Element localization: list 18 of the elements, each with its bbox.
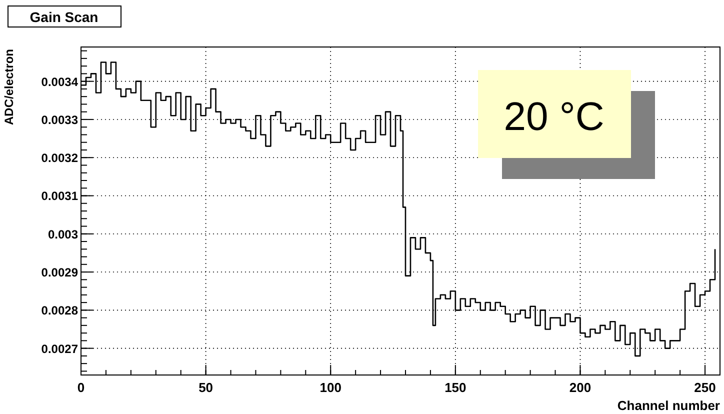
annotation: 20 °C	[504, 95, 604, 139]
y-tick-label: 0.0034	[41, 74, 78, 89]
x-tick-label: 100	[320, 380, 342, 395]
x-tick-label: 200	[569, 380, 592, 395]
chart-title: Gain Scan	[30, 9, 98, 25]
y-tick-label: 0.0032	[41, 151, 78, 166]
y-tick-label: 0.0029	[41, 266, 78, 280]
x-tick-label: 150	[444, 380, 466, 395]
x-axis-title: Channel number	[617, 398, 720, 413]
y-tick-label: 0.003	[48, 227, 78, 242]
y-tick-label: 0.0033	[41, 112, 78, 127]
y-tick-label: 0.0028	[41, 304, 78, 318]
x-tick-label: 0	[77, 380, 85, 395]
y-tick-label: 0.0031	[41, 189, 78, 204]
y-axis-title: ADC/electron	[2, 49, 16, 126]
x-tick-label: 250	[694, 380, 716, 395]
x-tick-label: 50	[198, 380, 214, 395]
y-tick-label: 0.0027	[41, 342, 78, 356]
